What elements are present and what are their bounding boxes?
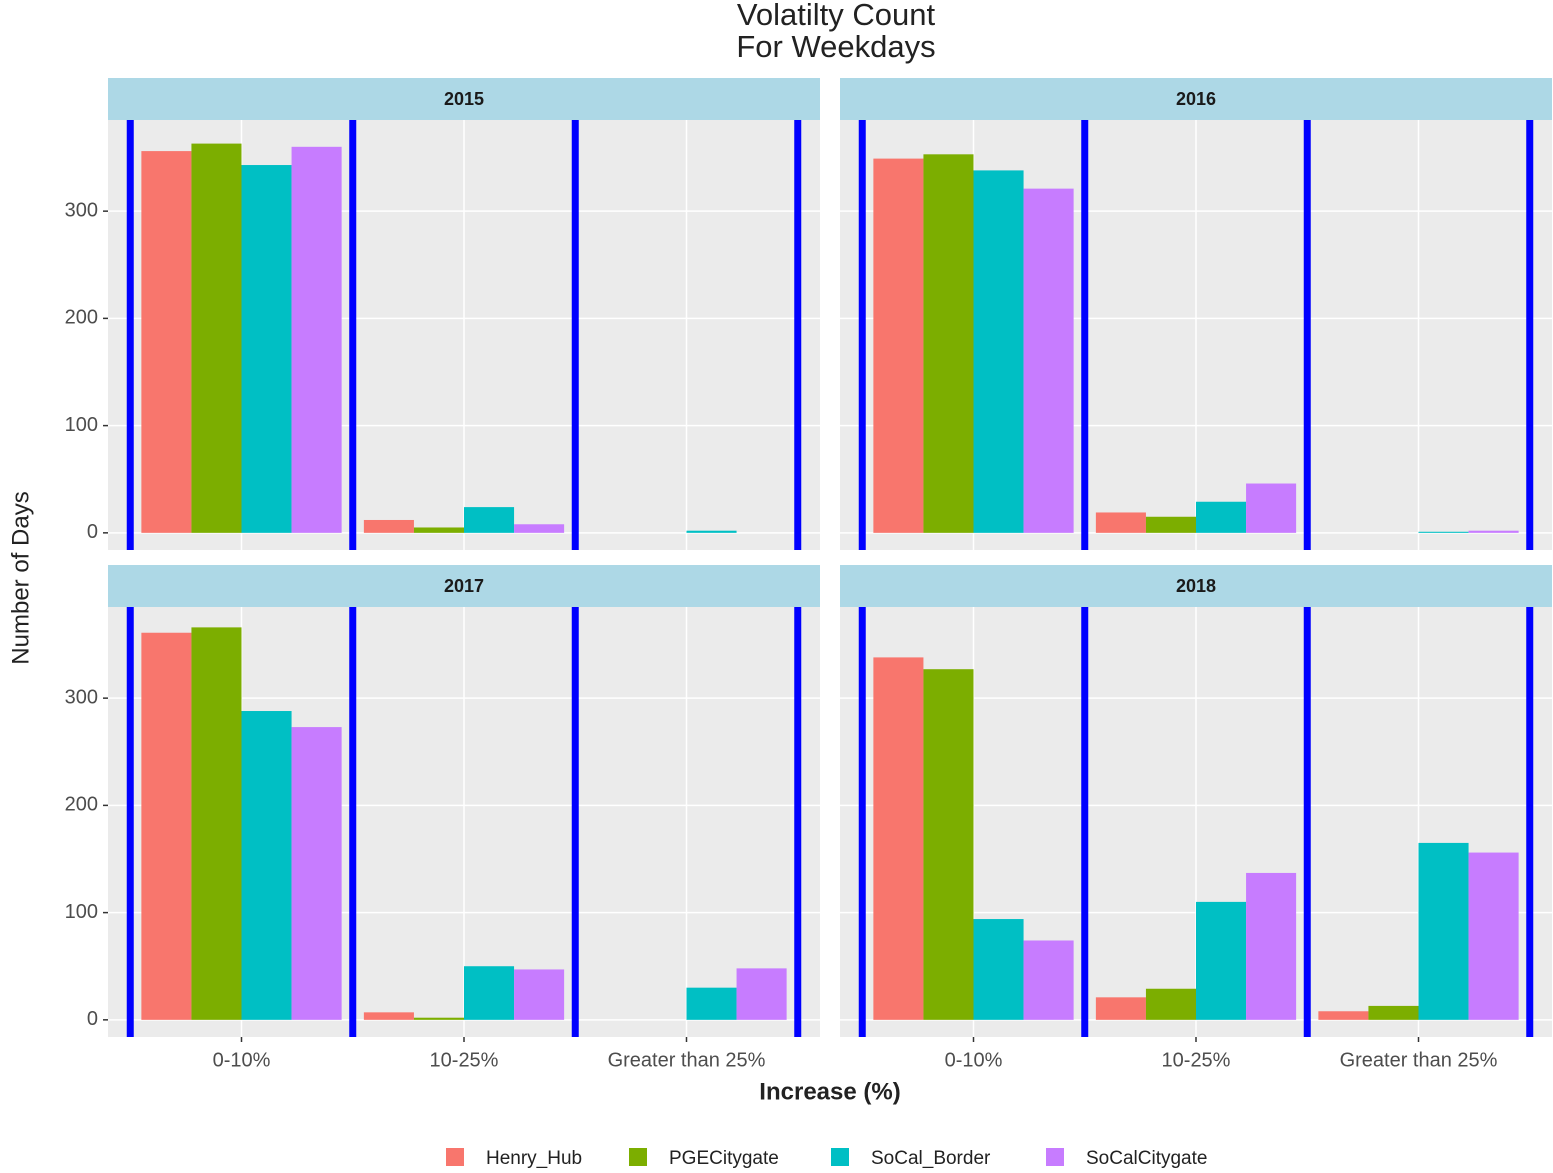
bar — [973, 170, 1024, 533]
bar — [241, 711, 292, 1020]
bar — [1246, 872, 1297, 1020]
bar — [1246, 483, 1297, 533]
y-tick-label: 300 — [65, 199, 98, 221]
bar — [141, 632, 192, 1020]
bar — [514, 524, 565, 533]
x-tick-label: 10-25% — [430, 1049, 499, 1071]
y-axis-label: Number of Days — [7, 491, 34, 664]
legend-label: Henry_Hub — [486, 1148, 582, 1169]
legend-key — [629, 1148, 647, 1166]
x-tick-label: 0-10% — [213, 1049, 271, 1071]
legend-label: SoCalCitygate — [1086, 1148, 1207, 1169]
bar — [1145, 988, 1196, 1020]
bar — [1023, 940, 1074, 1020]
bar — [923, 154, 974, 533]
y-tick-label: 0 — [87, 1008, 98, 1030]
bar — [1468, 852, 1519, 1020]
bar — [1196, 901, 1247, 1020]
bar — [923, 669, 974, 1020]
bar — [1318, 1011, 1369, 1020]
strip-label: 2015 — [444, 89, 484, 109]
bar — [686, 987, 737, 1020]
strip — [840, 78, 1552, 120]
y-tick-label: 0 — [87, 521, 98, 543]
bar — [413, 1017, 464, 1020]
bar — [1145, 516, 1196, 533]
bar — [873, 657, 924, 1020]
bar — [363, 519, 414, 533]
bar — [973, 919, 1024, 1020]
y-tick-label: 100 — [65, 901, 98, 923]
legend-key — [831, 1148, 849, 1166]
x-tick-label: 0-10% — [945, 1049, 1003, 1071]
bar — [413, 527, 464, 533]
y-tick-label: 300 — [65, 686, 98, 708]
y-tick-label: 200 — [65, 794, 98, 816]
strip-label: 2018 — [1176, 576, 1216, 596]
strip — [108, 565, 820, 607]
bar — [1368, 1005, 1419, 1020]
x-tick-label: 10-25% — [1162, 1049, 1231, 1071]
chart-subtitle: For Weekdays — [736, 29, 935, 64]
strip-label: 2017 — [444, 576, 484, 596]
bar — [1418, 842, 1469, 1020]
bar — [1095, 512, 1146, 533]
x-axis-label: Increase (%) — [759, 1078, 900, 1105]
legend-label: SoCal_Border — [871, 1148, 991, 1169]
bar — [1468, 530, 1519, 533]
legend-key — [446, 1148, 464, 1166]
bar — [686, 530, 737, 533]
chart-title: Volatilty Count — [737, 0, 936, 32]
bar — [1095, 997, 1146, 1020]
bar — [873, 158, 924, 533]
bar — [1196, 501, 1247, 533]
bar — [291, 146, 342, 533]
bar — [1023, 188, 1074, 533]
bar — [241, 165, 292, 533]
strip-label: 2016 — [1176, 89, 1216, 109]
bar — [736, 968, 787, 1020]
bar — [191, 143, 242, 533]
bar — [141, 151, 192, 533]
bar — [191, 627, 242, 1020]
x-tick-label: Greater than 25% — [1340, 1049, 1498, 1071]
y-tick-label: 100 — [65, 414, 98, 436]
y-tick-label: 200 — [65, 307, 98, 329]
bar — [1418, 531, 1469, 533]
bar — [464, 507, 515, 533]
bar — [363, 1012, 414, 1020]
strip — [108, 78, 820, 120]
bar — [291, 727, 342, 1020]
x-tick-label: Greater than 25% — [608, 1049, 766, 1071]
legend-key — [1046, 1148, 1064, 1166]
strip — [840, 565, 1552, 607]
legend-label: PGECitygate — [669, 1148, 779, 1169]
bar — [514, 969, 565, 1020]
bar — [464, 966, 515, 1020]
